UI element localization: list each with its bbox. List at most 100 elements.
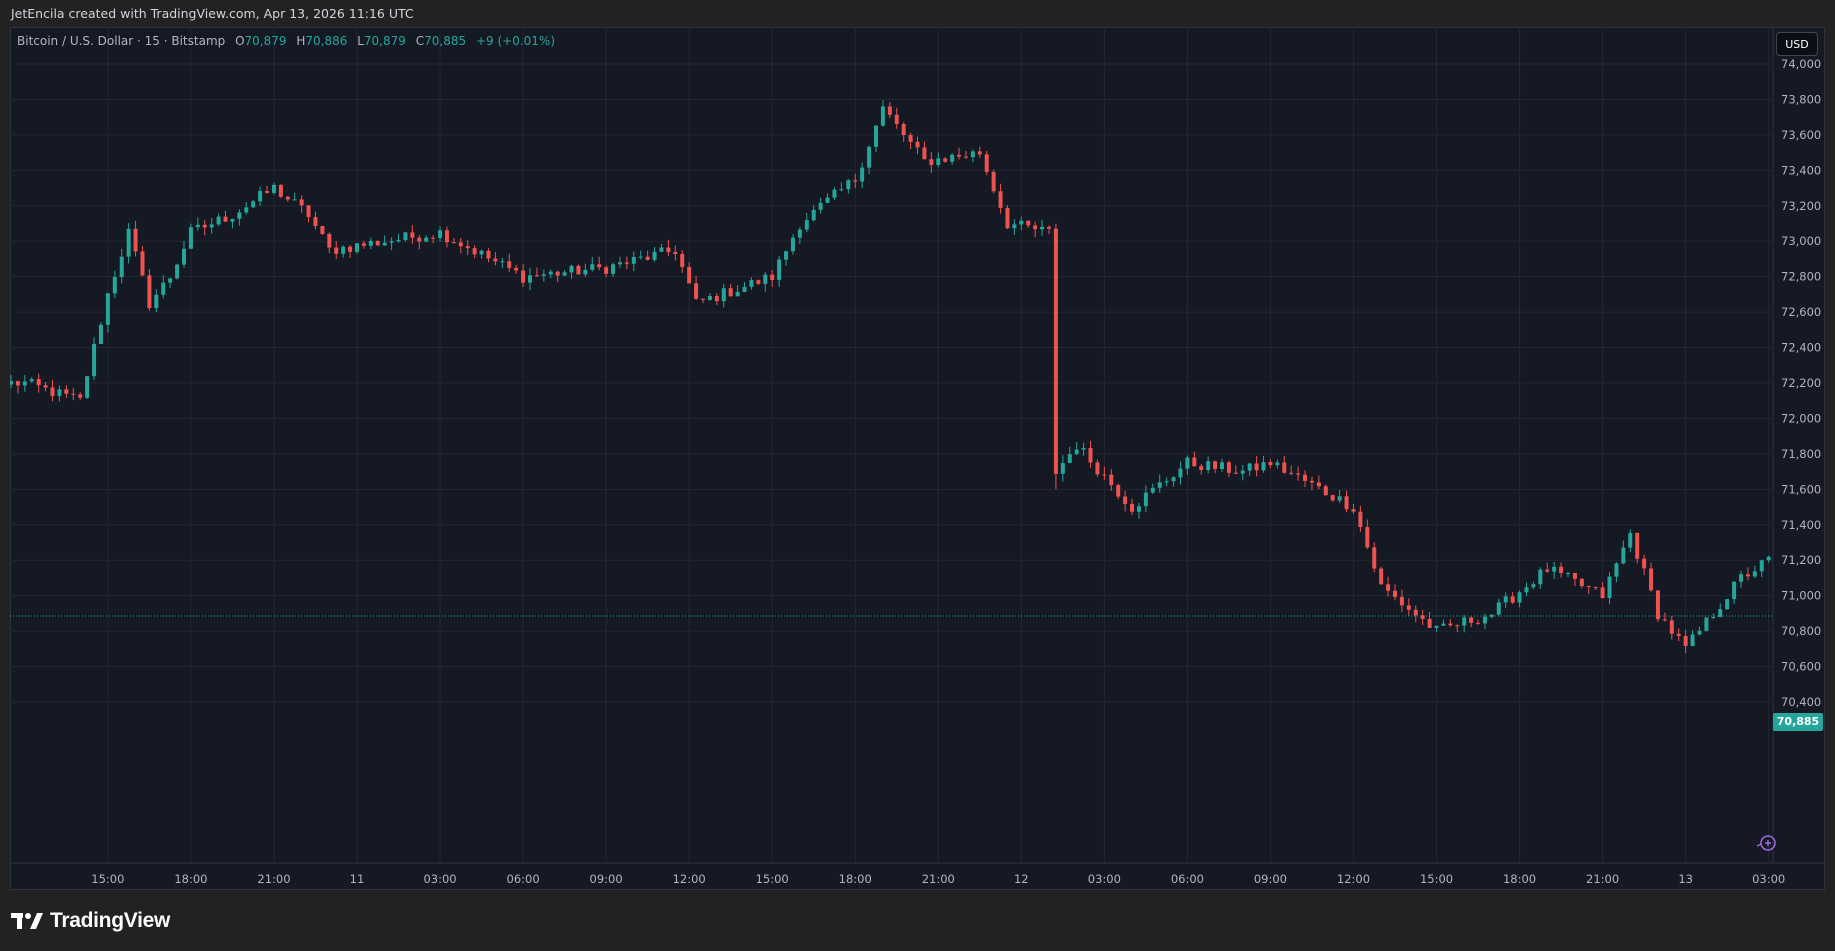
time-axis[interactable]: 15:00 18:00 21:00 11 03:00 06:00 09:00 12:00 15:…	[91, 872, 1825, 886]
time-tick-label: 09:00	[1254, 872, 1287, 886]
candle	[1552, 561, 1557, 580]
candle	[687, 262, 692, 284]
candle	[50, 379, 55, 402]
candle-body	[22, 381, 27, 386]
candle	[327, 232, 332, 254]
candle-body	[777, 259, 782, 280]
candle-body	[583, 269, 588, 275]
candle	[1164, 477, 1169, 487]
candle-body	[1226, 462, 1231, 473]
candle-body	[728, 288, 733, 297]
candle	[763, 271, 768, 292]
candle	[361, 240, 366, 249]
candle-body	[604, 267, 609, 274]
candle	[970, 149, 975, 163]
candle-body	[901, 123, 906, 136]
candle	[1427, 611, 1432, 628]
candle	[1067, 446, 1072, 464]
candle-body	[348, 246, 353, 252]
time-tick-label: 18:00	[1503, 872, 1536, 886]
candle-body	[1060, 463, 1065, 474]
candle-body	[521, 270, 526, 283]
candle	[1130, 498, 1135, 515]
candle-body	[382, 242, 387, 246]
legend-symbol[interactable]: Bitcoin / U.S. Dollar · 15 · Bitstamp	[17, 34, 226, 48]
candle	[1337, 490, 1342, 503]
tradingview-logo[interactable]: TradingView	[11, 908, 170, 934]
candle	[472, 245, 477, 259]
candle-body	[1116, 485, 1121, 497]
candle	[57, 385, 62, 402]
candle	[894, 107, 899, 129]
candle	[604, 265, 609, 278]
candle	[1254, 456, 1259, 477]
candle-body	[92, 343, 97, 377]
candle-body	[874, 125, 878, 147]
candle-body	[15, 381, 20, 386]
price-tick-label: 70,600	[1781, 660, 1821, 674]
candle	[825, 193, 830, 204]
candle-body	[1607, 576, 1612, 599]
candle	[1358, 505, 1363, 532]
candle-body	[1289, 472, 1294, 474]
candle	[707, 292, 712, 301]
candle-body	[880, 106, 885, 126]
currency-button[interactable]: USD	[1776, 32, 1818, 56]
candle	[223, 210, 228, 223]
candle	[742, 282, 747, 293]
last-price-label: 70,885	[1773, 713, 1823, 731]
candle-body	[1732, 581, 1737, 600]
candle-body	[251, 201, 256, 208]
candle-body	[500, 261, 505, 263]
candle	[749, 277, 754, 290]
candle	[168, 278, 173, 289]
candle	[1247, 462, 1252, 476]
candle	[562, 270, 567, 277]
candle-body	[1690, 634, 1695, 646]
candle	[1171, 476, 1176, 487]
candle	[652, 246, 657, 262]
candle	[493, 252, 498, 266]
candle-body	[673, 251, 678, 254]
candle-body	[680, 253, 685, 267]
sparkle-alert-icon[interactable]	[1756, 835, 1776, 851]
candle	[784, 250, 789, 266]
candle	[1586, 585, 1591, 594]
candle	[500, 258, 505, 268]
candle-body	[894, 114, 899, 124]
candle-body	[271, 184, 276, 193]
price-tick-label: 72,000	[1781, 411, 1821, 425]
price-tick-label: 72,200	[1781, 376, 1821, 390]
candle-body	[1351, 509, 1356, 512]
candle-body	[763, 274, 768, 284]
candle	[1413, 605, 1418, 623]
candle-body	[659, 247, 664, 252]
legend-high-label: H	[296, 34, 306, 48]
candle	[936, 152, 941, 168]
candle	[15, 380, 20, 394]
candle	[444, 226, 449, 248]
candle-body	[1655, 590, 1660, 620]
candle	[1745, 567, 1750, 581]
candle-body	[936, 158, 941, 165]
candle	[1434, 625, 1439, 632]
candle	[590, 257, 595, 272]
candle-body	[908, 135, 913, 142]
candle-body	[790, 237, 795, 252]
candle	[1365, 519, 1370, 550]
candle-body	[721, 288, 726, 302]
candlestick-chart[interactable]: 70,400 70,600 70,800 71,000 71,200 71,400 71,6…	[10, 27, 1825, 890]
candle	[867, 145, 872, 175]
candle-body	[85, 376, 90, 398]
candle	[230, 218, 235, 229]
price-tick-label: 72,600	[1781, 305, 1821, 319]
candle-body	[1593, 586, 1598, 588]
candle	[285, 195, 290, 202]
candle-body	[1434, 625, 1439, 628]
candle	[64, 385, 69, 398]
candle-body	[1358, 511, 1363, 528]
candle	[161, 275, 166, 299]
candle	[140, 246, 145, 277]
candle	[908, 132, 913, 150]
price-axis[interactable]: 70,400 70,600 70,800 71,000 71,200 71,400 71,6…	[1781, 57, 1821, 709]
